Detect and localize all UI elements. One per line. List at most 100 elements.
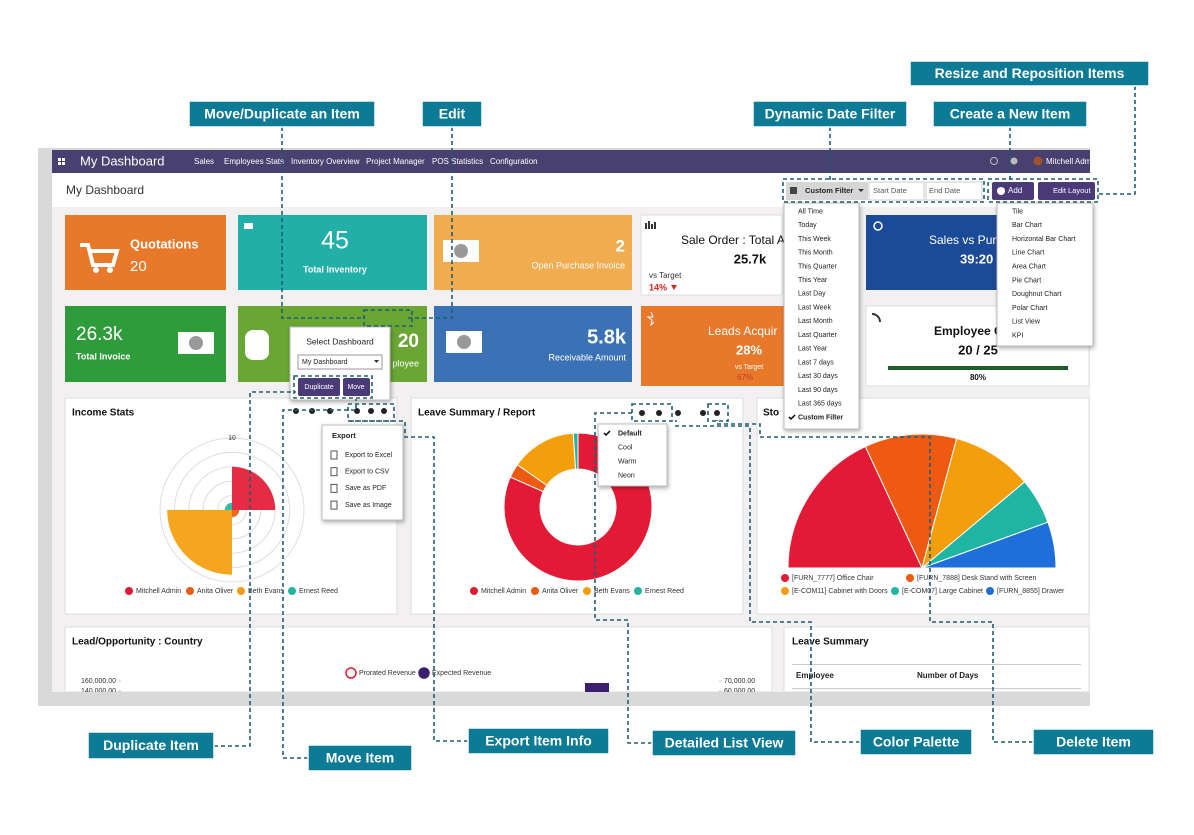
tile[interactable] — [238, 215, 427, 290]
tile-title: Leads Acquir — [708, 324, 777, 338]
menu-item[interactable]: Warm — [618, 458, 637, 465]
filter-button[interactable] — [786, 182, 868, 200]
add-button[interactable] — [992, 182, 1034, 200]
menu-item[interactable]: Doughnut Chart — [1012, 291, 1061, 298]
placeholder[interactable]: End Date — [929, 186, 960, 195]
toolbar-icon[interactable] — [656, 410, 662, 416]
menu-item[interactable]: Last 7 days — [798, 359, 834, 366]
date-input[interactable] — [925, 181, 983, 201]
menu-item[interactable]: This Week — [798, 236, 831, 243]
target-label: vs Target — [735, 364, 763, 371]
button-label[interactable]: Duplicate — [304, 384, 333, 391]
move-button[interactable] — [343, 378, 370, 396]
toolbar-icon[interactable] — [293, 408, 299, 414]
menu-item[interactable]: Today — [798, 222, 817, 229]
add-label[interactable]: Add — [1008, 186, 1022, 195]
menu-item[interactable]: Polar Chart — [1012, 305, 1047, 312]
tile[interactable] — [640, 214, 783, 296]
menu-item[interactable]: Last 30 days — [798, 373, 838, 380]
chart-card — [64, 626, 773, 693]
legend-swatch — [470, 587, 478, 595]
menu-item[interactable]: This Quarter — [798, 263, 838, 270]
button-label[interactable]: Move — [347, 384, 364, 391]
menu-item[interactable]: Area Chart — [1012, 264, 1046, 271]
menu-item[interactable]: Horizontal Bar Chart — [1012, 236, 1075, 243]
legend-label[interactable]: Mitchell Admin — [481, 588, 526, 595]
menu-item[interactable]: Custom Filter — [798, 414, 843, 421]
menu-item[interactable]: Configuration — [490, 157, 538, 166]
menu-item[interactable]: Last Month — [798, 318, 833, 325]
legend-label[interactable]: Prorated Revenue — [359, 670, 416, 677]
cart-icon — [80, 243, 120, 267]
legend-label[interactable]: [FURN_7888] Desk Stand with Screen — [917, 575, 1037, 582]
chart-fragment — [585, 683, 609, 692]
edit-layout-button[interactable] — [1038, 182, 1095, 200]
menu-item[interactable]: Export to CSV — [345, 469, 390, 476]
legend-label[interactable]: Ernest Reed — [645, 588, 684, 595]
menu-item[interactable]: Cool — [618, 444, 633, 451]
pie-slice — [787, 445, 923, 569]
legend-swatch — [583, 587, 591, 595]
duplicate-button[interactable] — [298, 378, 340, 396]
toolbar-icon[interactable] — [368, 408, 374, 414]
y-tick-label: 70,000.00 — [724, 678, 755, 685]
callout-label: Create a New Item — [950, 106, 1071, 122]
menu-item[interactable]: Line Chart — [1012, 250, 1044, 257]
toolbar-icon[interactable] — [354, 408, 360, 414]
menu-item[interactable]: Default — [618, 430, 642, 437]
menu-item[interactable]: Tile — [1012, 208, 1023, 215]
callout-box — [467, 727, 610, 755]
legend-label[interactable]: Anita Oliver — [542, 588, 579, 595]
menu-item[interactable]: Sales — [194, 157, 214, 166]
legend-label[interactable]: Anita Oliver — [197, 588, 234, 595]
menu-item[interactable]: Last 90 days — [798, 387, 838, 394]
menu-item[interactable]: POS Statistics — [432, 157, 483, 166]
menu-item[interactable]: Bar Chart — [1012, 222, 1042, 229]
toolbar-icon[interactable] — [675, 410, 681, 416]
legend-label[interactable]: Ernest Reed — [299, 588, 338, 595]
menu-item[interactable]: List View — [1012, 319, 1041, 326]
menu-item[interactable]: Save as Image — [345, 502, 392, 509]
legend-label[interactable]: [E-COM07] Large Cabinet — [902, 588, 983, 595]
toolbar-icon[interactable] — [639, 410, 645, 416]
menu-item[interactable]: Last Day — [798, 291, 826, 298]
select-box[interactable] — [297, 354, 383, 370]
edit-layout-label[interactable]: Edit Layout — [1053, 186, 1091, 195]
toolbar-icon[interactable] — [714, 410, 720, 416]
menu-item[interactable]: Last 365 days — [798, 401, 842, 408]
select-value[interactable]: My Dashboard — [302, 359, 348, 366]
legend-label[interactable]: [FURN_8855] Drawer — [997, 588, 1065, 595]
menu-item[interactable]: Project Manager — [366, 157, 425, 166]
menu-item[interactable]: Employees Stats — [224, 157, 284, 166]
menu-item[interactable]: KPI — [1012, 333, 1023, 340]
date-input[interactable] — [868, 181, 925, 201]
filter-label[interactable]: Custom Filter — [805, 186, 853, 195]
menu-item[interactable]: Neon — [618, 472, 635, 479]
toolbar-icon[interactable] — [327, 408, 333, 414]
legend-label[interactable]: Expected Revenue — [432, 670, 491, 677]
menu-item[interactable]: This Month — [798, 250, 833, 257]
menu-item[interactable]: Export to Excel — [345, 452, 393, 459]
menu-item[interactable]: Last Week — [798, 304, 831, 311]
user-menu[interactable]: Mitchell Admin — [1046, 157, 1098, 166]
toolbar-icon[interactable] — [381, 408, 387, 414]
menu-item[interactable]: All Time — [798, 208, 823, 215]
menu-item[interactable]: Last Quarter — [798, 332, 838, 339]
legend-label[interactable]: Mitchell Admin — [136, 588, 181, 595]
menu-item[interactable]: Pie Chart — [1012, 277, 1041, 284]
legend-label[interactable]: [E-COM11] Cabinet with Doors — [792, 588, 888, 595]
toolbar-icon[interactable] — [700, 410, 706, 416]
legend-label[interactable]: Beth Evans — [248, 588, 284, 595]
progress-bar — [888, 366, 1068, 370]
avatar — [1033, 156, 1043, 166]
legend-label[interactable]: [FURN_7777] Office Chair — [792, 575, 874, 582]
menu-item[interactable]: Save as PDF — [345, 485, 386, 492]
menu-item[interactable]: This Year — [798, 277, 828, 284]
clock-icon — [990, 157, 998, 165]
placeholder[interactable]: Start Date — [873, 186, 907, 195]
menu-item[interactable]: Inventory Overview — [291, 157, 360, 166]
menu-item[interactable]: Last Year — [798, 346, 828, 353]
legend-label[interactable]: Beth Evans — [594, 588, 630, 595]
toolbar-icon[interactable] — [309, 408, 315, 414]
brand[interactable]: My Dashboard — [80, 153, 165, 168]
